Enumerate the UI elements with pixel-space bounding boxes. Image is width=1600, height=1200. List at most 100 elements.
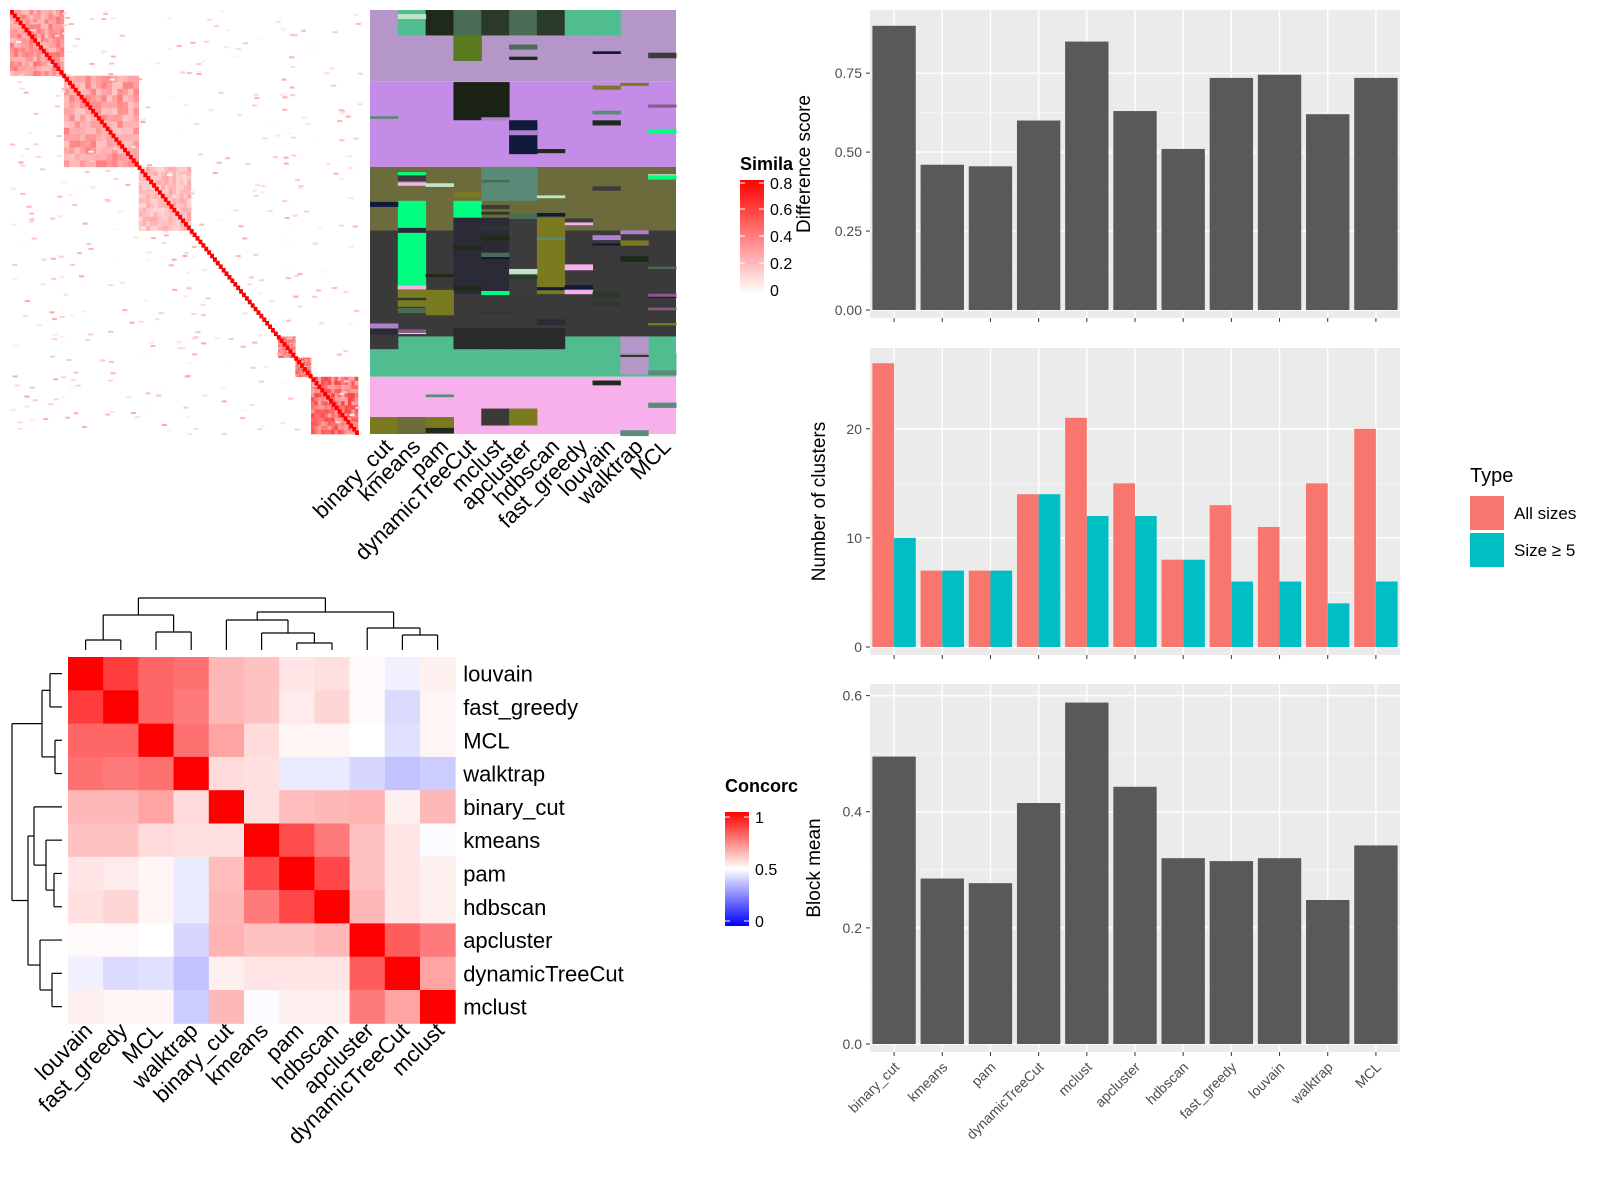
similarity-cell bbox=[141, 353, 147, 356]
similarity-cell bbox=[53, 378, 59, 381]
similarity-cell bbox=[317, 393, 322, 398]
similarity-cell bbox=[299, 372, 302, 375]
similarity-cell bbox=[112, 146, 118, 149]
cluster-stripe bbox=[481, 252, 510, 258]
similarity-cell bbox=[197, 153, 203, 156]
similarity-diagonal-cell bbox=[108, 130, 113, 135]
similarity-diagonal-cell bbox=[70, 84, 75, 89]
similarity-diagonal-cell bbox=[230, 278, 235, 284]
similarity-cell bbox=[253, 93, 259, 96]
similarity-diagonal-cell bbox=[53, 63, 58, 68]
similarity-cell bbox=[341, 397, 345, 402]
similarity-cell bbox=[354, 421, 359, 427]
cluster-patch bbox=[509, 10, 538, 36]
similarity-cell bbox=[191, 313, 197, 316]
similarity-cell bbox=[138, 175, 143, 181]
similarity-cell bbox=[142, 166, 147, 172]
similarity-cell bbox=[306, 365, 308, 368]
similarity-cell bbox=[245, 162, 251, 165]
similarity-cell bbox=[296, 372, 298, 375]
similarity-cell bbox=[187, 175, 192, 181]
similarity-cell bbox=[168, 175, 173, 181]
heat-cell-hdbscan-binary_cut bbox=[208, 890, 245, 924]
similarity-cell bbox=[305, 363, 307, 365]
similarity-cell bbox=[265, 318, 271, 321]
cluster-stripe bbox=[648, 323, 677, 326]
similarity-diagonal-cell bbox=[102, 123, 107, 128]
cluster-patch bbox=[536, 217, 566, 295]
cluster-stripe bbox=[425, 274, 454, 278]
heat-cell-hdbscan-dynamicTreeCut bbox=[384, 890, 421, 924]
similarity-cell bbox=[161, 216, 166, 222]
cluster-stripe bbox=[453, 285, 482, 291]
similarity-cell bbox=[29, 56, 34, 62]
similarity-diagonal-cell bbox=[311, 377, 316, 382]
similarity-diagonal-cell bbox=[157, 190, 162, 195]
similarity-cell bbox=[13, 56, 19, 62]
similarity-cell bbox=[142, 221, 147, 227]
similarity-cell bbox=[329, 67, 335, 70]
similarity-cell bbox=[133, 236, 139, 239]
similarity-cell bbox=[286, 319, 292, 322]
bar-kmeans-all-sizes bbox=[920, 570, 943, 647]
similarity-cell bbox=[20, 164, 26, 167]
similarity-cell bbox=[21, 38, 26, 44]
similarity-cell bbox=[122, 153, 129, 161]
similarity-cell bbox=[281, 345, 284, 348]
similarity-cell bbox=[168, 189, 173, 195]
cluster-patch bbox=[397, 200, 427, 290]
similarity-cell bbox=[286, 342, 289, 345]
similarity-cell bbox=[311, 384, 315, 390]
similarity-cell bbox=[161, 255, 167, 258]
similarity-cell bbox=[344, 384, 349, 390]
similarity-cell bbox=[337, 413, 342, 418]
similarity-cell bbox=[347, 417, 352, 423]
similarity-cell bbox=[277, 356, 280, 358]
similarity-cell bbox=[324, 405, 329, 410]
similarity-cell bbox=[235, 48, 241, 51]
similarity-diagonal-cell bbox=[120, 144, 125, 149]
similarity-cell bbox=[242, 237, 248, 240]
similarity-diagonal-cell bbox=[134, 161, 139, 167]
similarity-cell bbox=[351, 429, 355, 435]
cluster-stripe bbox=[481, 235, 510, 241]
similarity-cell bbox=[157, 198, 162, 204]
similarity-cell bbox=[334, 389, 339, 394]
bar-pam bbox=[968, 166, 1013, 310]
similarity-cell bbox=[285, 354, 287, 357]
similarity-cell bbox=[306, 360, 308, 363]
similarity-cell bbox=[10, 408, 16, 411]
similarity-cell bbox=[133, 75, 140, 83]
similarity-cell bbox=[13, 66, 19, 72]
similarity-cell bbox=[289, 342, 291, 345]
similarity-cell bbox=[319, 322, 325, 325]
similarity-cell bbox=[168, 166, 173, 172]
similarity-cell bbox=[149, 189, 154, 195]
similarity-cell bbox=[344, 389, 349, 394]
similarity-cell bbox=[69, 88, 75, 96]
heat-cell-walktrap-louvain bbox=[68, 756, 104, 791]
heat-cell-apcluster-fast_greedy bbox=[103, 923, 139, 958]
similarity-cell bbox=[309, 359, 312, 361]
similarity-cell bbox=[254, 97, 260, 100]
similarity-cell bbox=[85, 127, 91, 135]
similarity-diagonal-cell bbox=[12, 13, 17, 19]
heat-cell-kmeans-binary_cut bbox=[208, 823, 245, 858]
similarity-diagonal-cell bbox=[114, 137, 119, 142]
similarity-cell bbox=[298, 367, 301, 369]
similarity-cell bbox=[129, 321, 135, 324]
similarity-cell bbox=[29, 386, 35, 389]
similarity-diagonal-cell bbox=[201, 243, 206, 248]
bar-fast_greedy-size-ge-5 bbox=[1231, 581, 1254, 647]
similarity-cell bbox=[88, 247, 94, 250]
similarity-cell bbox=[289, 86, 295, 89]
similarity-cell bbox=[153, 189, 158, 195]
cluster-stripe bbox=[620, 230, 649, 235]
similarity-cell bbox=[299, 371, 302, 373]
heat-cell-fast_greedy-hdbscan bbox=[314, 690, 351, 725]
similarity-diagonal-cell bbox=[18, 20, 23, 26]
similarity-cell bbox=[189, 192, 195, 195]
cluster-patch bbox=[481, 166, 510, 201]
